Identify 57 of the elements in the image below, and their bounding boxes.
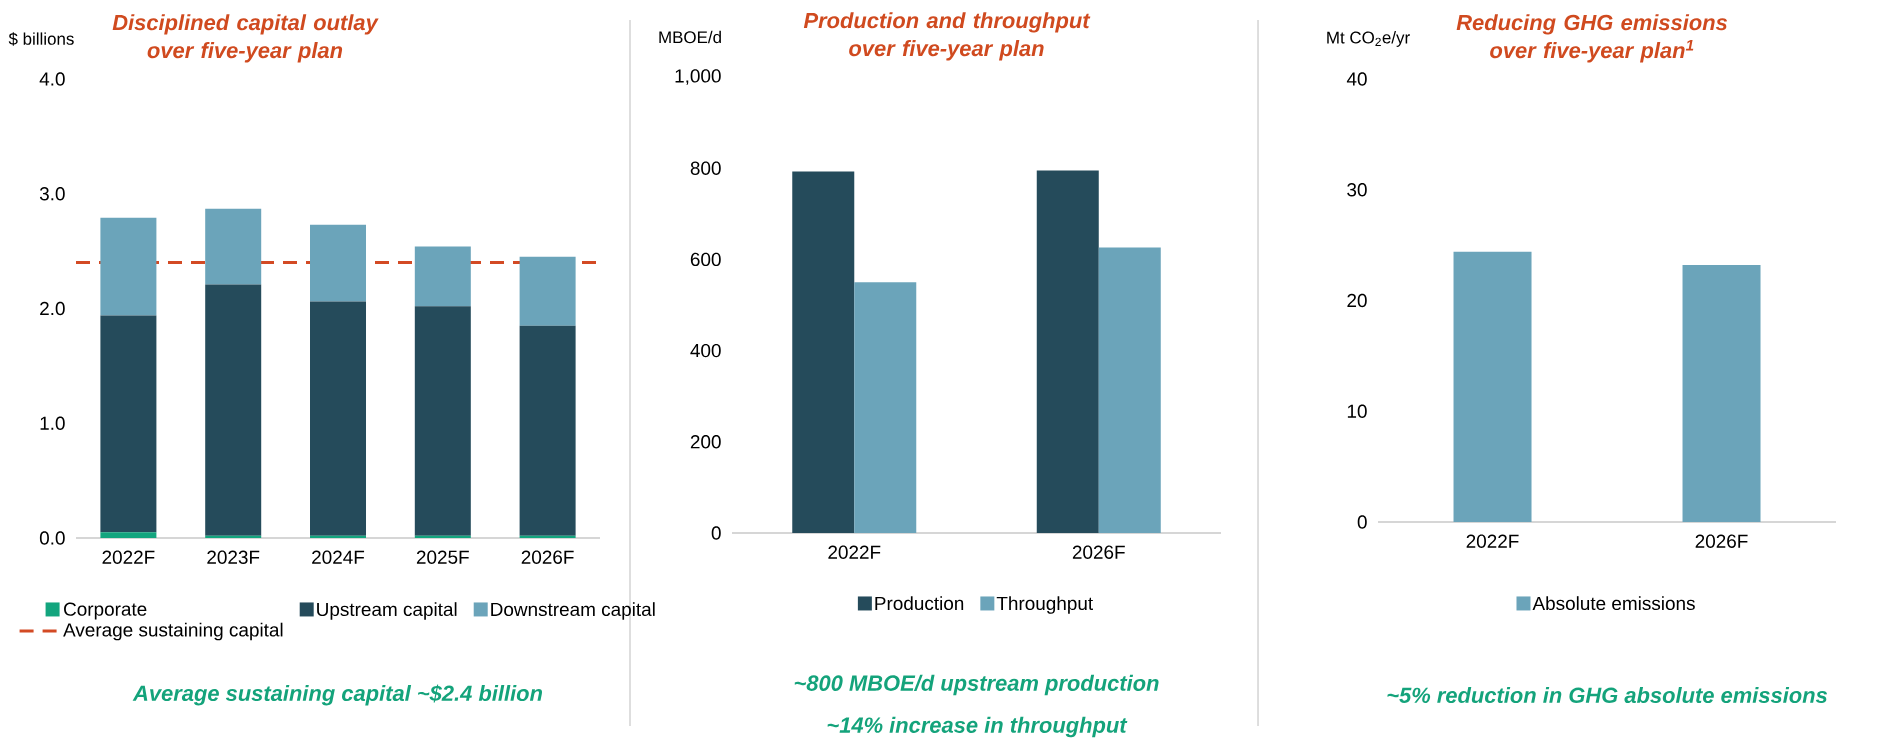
bar: [519, 325, 576, 536]
y-tick-label: 0: [1357, 515, 1367, 529]
legend-label: Production: [875, 596, 964, 611]
x-tick-label: 2023F: [207, 550, 260, 564]
y-tick-label: 10: [1347, 404, 1367, 418]
bar: [100, 315, 157, 533]
y-tick-label: 40: [1346, 72, 1367, 86]
legend-label: Downstream capital: [491, 602, 655, 620]
bar: [100, 217, 157, 316]
x-tick-label: 2026F: [1072, 545, 1125, 559]
bar: [792, 171, 855, 533]
bar: [1098, 247, 1161, 533]
y-tick-label: 4.0: [39, 72, 65, 86]
chart-title: Disciplined capital outlay over five-year plan: [112, 14, 379, 63]
bar: [519, 256, 576, 326]
text: ~5% reduction in GHG absolute emissions: [1387, 686, 1828, 704]
bar: [310, 224, 366, 302]
legend-label: Upstream capital: [317, 602, 457, 620]
y-tick-label: 1.0: [40, 416, 65, 430]
bar: [414, 306, 471, 536]
bar: [205, 208, 262, 285]
chart-title: Production and throughput over five-year plan: [803, 12, 1091, 61]
bar: [100, 532, 157, 538]
legend-label: Throughput: [996, 596, 1094, 614]
text: ~800 MBOE/d upstream production: [794, 674, 1159, 696]
x-tick-label: 2022F: [1466, 534, 1519, 548]
y-tick-label: 30: [1347, 183, 1367, 197]
bar: [414, 246, 471, 307]
legend-label: Corporate: [64, 602, 147, 620]
x-tick-label: 2025F: [416, 550, 469, 564]
bar: [310, 301, 366, 536]
text: Average sustaining capital ~$2.4 billion: [132, 684, 543, 706]
y-tick-label: 20: [1347, 293, 1367, 308]
y-tick-label: 2.0: [40, 301, 65, 316]
y-tick-label: 200: [690, 435, 721, 449]
y-tick-label: 1,000: [675, 69, 721, 85]
y-axis-title: $ billions: [8, 32, 74, 46]
y-tick-label: 0.0: [39, 531, 65, 545]
bar: [1036, 170, 1099, 533]
chart-title: Reducing GHG emissions over five-year plan$^{1}$: [1456, 14, 1728, 63]
x-tick-label: 2022F: [102, 550, 155, 564]
legend-label: Average sustaining capital: [63, 622, 283, 641]
y-tick-label: 600: [690, 252, 721, 267]
x-tick-label: 2026F: [1695, 534, 1748, 548]
y-tick-label: 400: [690, 343, 721, 358]
y-tick-label: 3.0: [39, 187, 65, 201]
text: ~14% increase in throughput: [827, 716, 1128, 738]
y-axis-title: Mt CO$_{2}$e/yr: [1327, 31, 1410, 47]
y-tick-label: 800: [690, 161, 721, 175]
y-tick-label: 0: [711, 526, 721, 540]
x-tick-label: 2022F: [828, 545, 881, 559]
legend-label: Absolute emissions: [1532, 596, 1695, 611]
x-tick-label: 2024F: [312, 550, 365, 564]
bar: [854, 282, 917, 533]
y-axis-title: MBOE/d: [659, 30, 721, 44]
x-tick-label: 2026F: [521, 550, 574, 564]
bar: [205, 284, 262, 536]
